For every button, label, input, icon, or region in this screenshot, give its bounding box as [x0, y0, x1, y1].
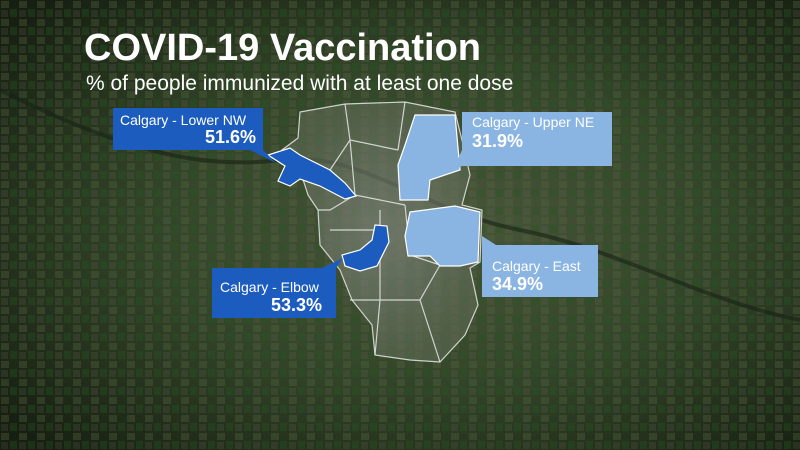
- callout-pointer: [482, 236, 496, 245]
- callout-value: 34.9%: [492, 274, 543, 294]
- callout-name: Calgary - East: [492, 258, 581, 274]
- callout-name: Calgary - Lower NW: [120, 112, 247, 128]
- callout-upper-ne: Calgary - Upper NE 31.9%: [452, 112, 612, 172]
- subtitle: % of people immunized with at least one …: [86, 72, 513, 95]
- callout-box: [462, 112, 612, 166]
- callout-pointer: [250, 150, 276, 163]
- callout-east: Calgary - East 34.9%: [482, 236, 598, 297]
- district-lower-nw: [266, 147, 358, 200]
- callout-value: 51.6%: [205, 127, 256, 147]
- title: COVID-19 Vaccination: [84, 27, 481, 69]
- district-upper-ne: [397, 114, 461, 201]
- district-east: [404, 205, 481, 267]
- callout-box: [113, 108, 263, 150]
- callout-box: [212, 268, 336, 318]
- callout-pointer: [322, 258, 343, 268]
- district-elbow: [341, 224, 390, 272]
- callout-pointer: [452, 150, 462, 172]
- callout-value: 31.9%: [472, 131, 523, 151]
- callout-name: Calgary - Upper NE: [472, 114, 594, 130]
- callout-name: Calgary - Elbow: [220, 279, 320, 295]
- callout-value: 53.3%: [271, 295, 322, 315]
- callout-elbow: Calgary - Elbow 53.3%: [212, 258, 343, 318]
- callout-lower-nw: Calgary - Lower NW 51.6%: [113, 108, 276, 163]
- callout-box: [482, 245, 598, 297]
